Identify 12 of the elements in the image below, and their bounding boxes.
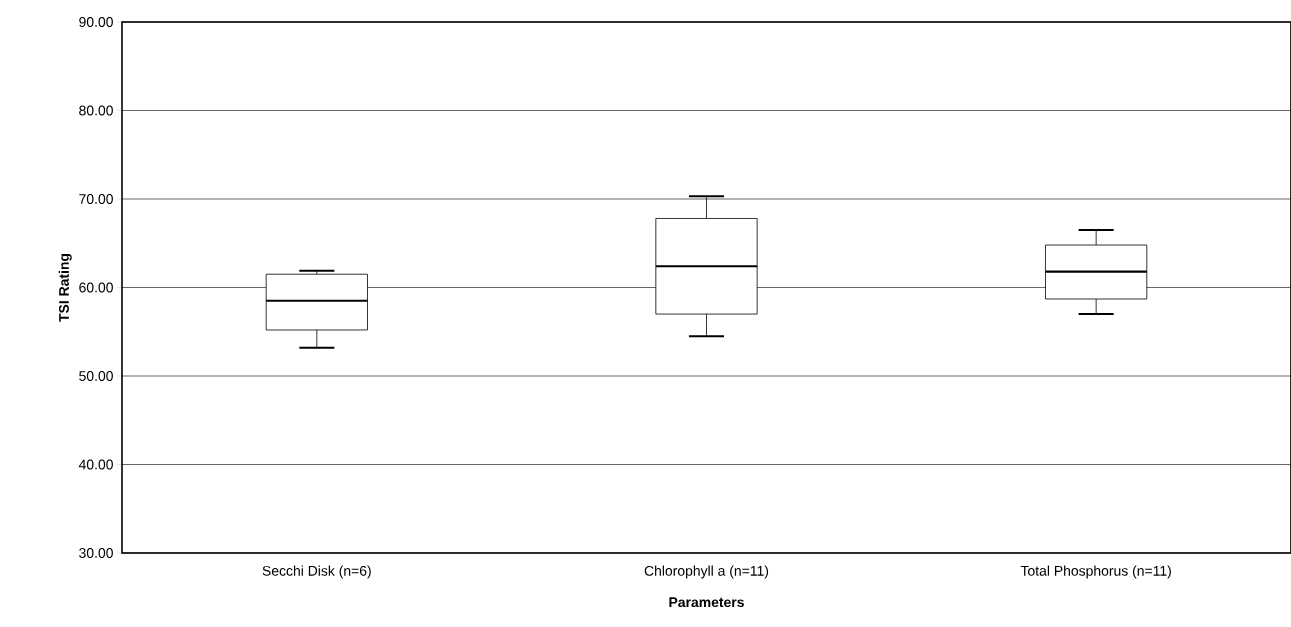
y-tick-label: 70.00 [79, 194, 113, 204]
y-axis-title: TSI Rating [58, 253, 72, 322]
y-tick-label: 50.00 [79, 371, 113, 381]
y-tick-label: 60.00 [79, 282, 113, 293]
x-tick-label: Total Phosphorus (n=11) [1020, 565, 1171, 579]
x-tick-label: Chlorophyll a (n=11) [644, 565, 769, 579]
y-tick-label: 80.00 [79, 105, 113, 116]
y-tick-label: 90.00 [79, 17, 113, 27]
x-axis-title: Parameters [669, 597, 744, 608]
x-tick-label: Secchi Disk (n=6) [262, 565, 371, 579]
y-tick-label: 40.00 [78, 459, 113, 470]
y-tick-label: 30.00 [79, 548, 113, 558]
